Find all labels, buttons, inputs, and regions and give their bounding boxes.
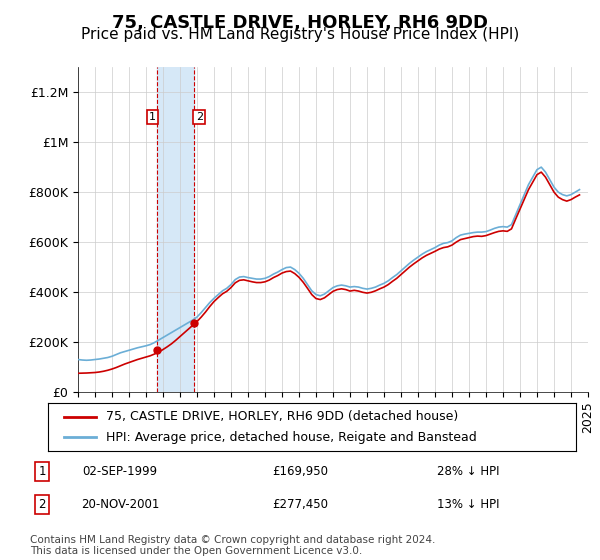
Text: 1: 1 — [149, 112, 156, 122]
Text: 2: 2 — [196, 112, 203, 122]
Text: 28% ↓ HPI: 28% ↓ HPI — [437, 465, 499, 478]
Text: Price paid vs. HM Land Registry's House Price Index (HPI): Price paid vs. HM Land Registry's House … — [81, 27, 519, 42]
Text: 75, CASTLE DRIVE, HORLEY, RH6 9DD: 75, CASTLE DRIVE, HORLEY, RH6 9DD — [112, 14, 488, 32]
Text: 20-NOV-2001: 20-NOV-2001 — [81, 498, 159, 511]
Text: 75, CASTLE DRIVE, HORLEY, RH6 9DD (detached house): 75, CASTLE DRIVE, HORLEY, RH6 9DD (detac… — [106, 410, 458, 423]
Text: 02-SEP-1999: 02-SEP-1999 — [82, 465, 158, 478]
Text: HPI: Average price, detached house, Reigate and Banstead: HPI: Average price, detached house, Reig… — [106, 431, 477, 444]
Text: 13% ↓ HPI: 13% ↓ HPI — [437, 498, 499, 511]
Text: 1: 1 — [38, 465, 46, 478]
Text: £169,950: £169,950 — [272, 465, 328, 478]
Text: Contains HM Land Registry data © Crown copyright and database right 2024.
This d: Contains HM Land Registry data © Crown c… — [30, 535, 436, 557]
Text: 2: 2 — [38, 498, 46, 511]
Bar — [157, 67, 194, 392]
Text: £277,450: £277,450 — [272, 498, 328, 511]
